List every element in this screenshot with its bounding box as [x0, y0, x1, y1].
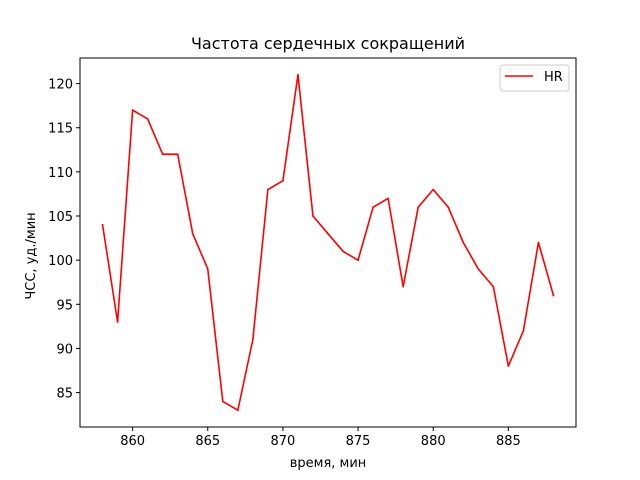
data-point	[267, 188, 269, 191]
y-axis-label: ЧСС, уд./мин	[24, 212, 39, 299]
data-point	[387, 197, 389, 200]
plot-area: 860 865 870 875 880 885 85 90 95 100 105 110 115 120	[48, 57, 577, 449]
data-point	[402, 285, 404, 288]
data-point	[312, 215, 314, 217]
legend-box	[499, 64, 570, 92]
data-point	[146, 118, 149, 120]
data-point	[522, 329, 525, 332]
data-point	[342, 250, 344, 253]
data-point	[507, 365, 510, 367]
data-point	[552, 294, 555, 297]
data-point	[101, 224, 104, 226]
data-point	[131, 109, 134, 111]
data-point	[191, 232, 194, 235]
data-point	[462, 241, 465, 244]
x-tick-label: 870	[270, 434, 295, 449]
x-axis-label: время, мин	[290, 456, 367, 471]
y-tick-label: 90	[56, 342, 73, 357]
data-point	[372, 206, 374, 208]
y-tick-label: 95	[56, 298, 73, 313]
data-point	[492, 285, 495, 288]
data-point	[161, 153, 164, 156]
legend-label-hr: HR	[544, 70, 563, 85]
data-point	[252, 338, 254, 341]
data-point	[357, 259, 359, 261]
data-point	[477, 268, 480, 270]
data-point	[537, 241, 540, 244]
legend: HR	[499, 64, 570, 92]
y-tick-label: 100	[48, 254, 73, 269]
y-tick-label: 120	[48, 78, 73, 93]
data-point	[447, 206, 450, 208]
data-point	[417, 206, 419, 208]
x-tick-label: 885	[496, 434, 521, 449]
data-point	[237, 409, 239, 412]
x-tick-label: 880	[421, 434, 446, 449]
x-tick-label: 865	[195, 434, 220, 449]
data-point	[327, 232, 329, 235]
data-point	[432, 188, 435, 191]
axes-frame	[79, 57, 577, 428]
series-line-hr	[101, 73, 555, 412]
data-point	[297, 73, 299, 76]
y-tick-label: 85	[56, 387, 73, 402]
x-tick-label: 860	[120, 434, 145, 449]
y-tick-label: 105	[48, 210, 73, 225]
data-point	[206, 268, 209, 270]
x-tick-label: 875	[346, 434, 371, 449]
data-point	[176, 153, 179, 156]
data-point	[282, 179, 284, 182]
data-point	[221, 400, 224, 403]
y-tick-label: 115	[48, 122, 73, 137]
y-tick-label: 110	[48, 166, 73, 181]
data-point	[116, 321, 119, 323]
chart-title: Частота сердечных сокращений	[191, 34, 465, 53]
